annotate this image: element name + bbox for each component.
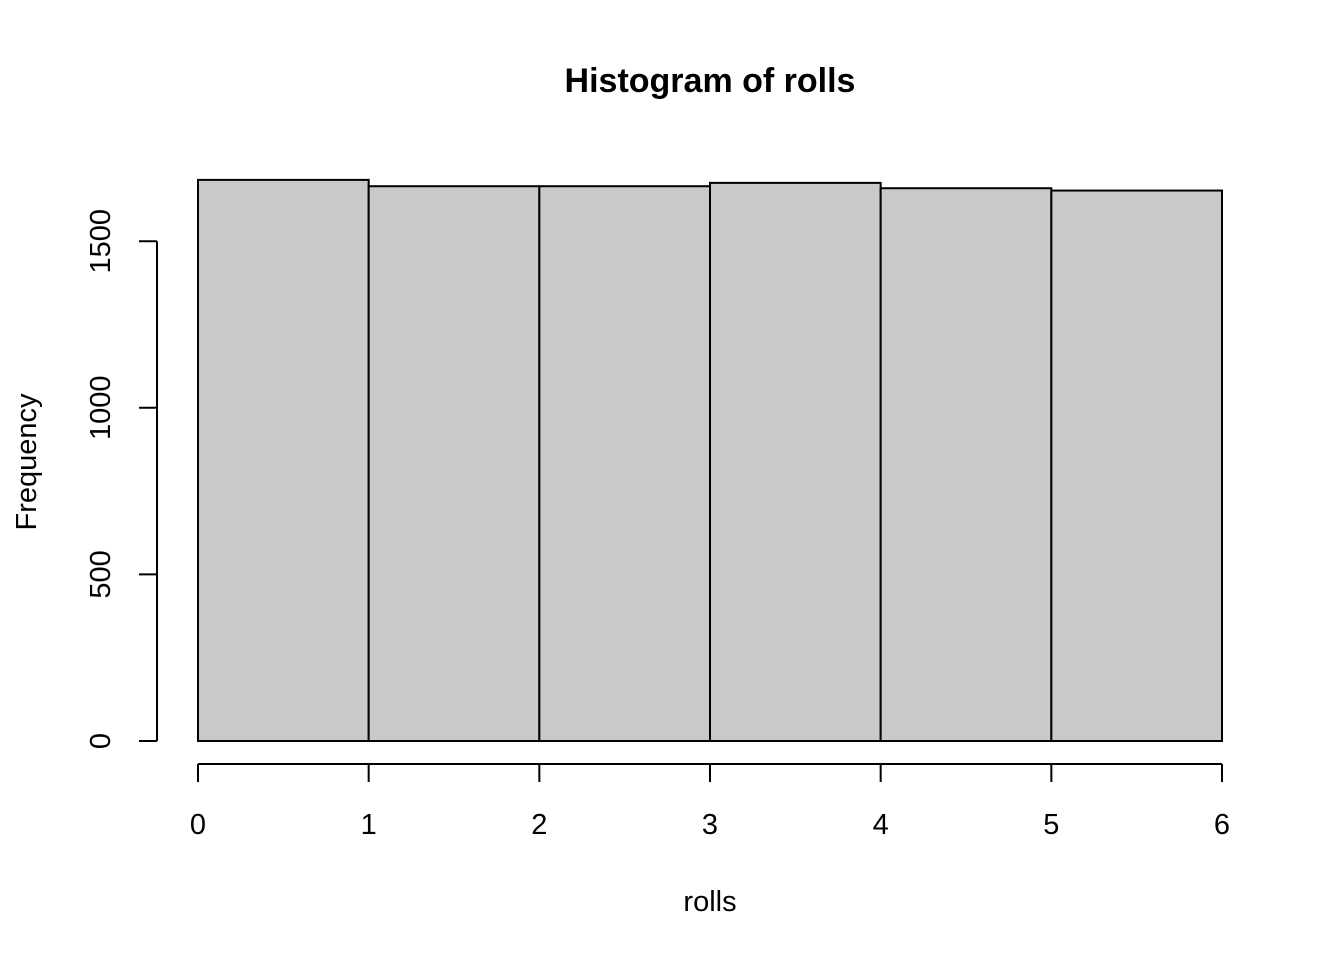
- y-tick-label: 0: [85, 733, 117, 749]
- y-tick-label: 1000: [85, 376, 117, 441]
- y-tick-label: 500: [85, 550, 117, 598]
- histogram-bar-1: [367, 185, 541, 743]
- histogram-bar-5: [1050, 189, 1224, 743]
- bars-group: [197, 178, 1224, 743]
- x-tick-label: 0: [190, 809, 206, 841]
- x-tick-label: 1: [361, 809, 377, 841]
- x-axis-label: rolls: [683, 886, 736, 918]
- x-tick-label: 6: [1214, 809, 1230, 841]
- x-tick-label: 5: [1043, 809, 1059, 841]
- histogram-bar-0: [197, 178, 370, 743]
- y-axis-label: Frequency: [11, 393, 43, 531]
- x-axis: 0 1 2 3 4 5 6: [190, 763, 1230, 841]
- histogram-bar-2: [538, 185, 711, 743]
- y-tick-label: 1500: [85, 209, 117, 274]
- x-tick-label: 2: [531, 809, 547, 841]
- histogram-bar-3: [709, 181, 882, 742]
- histogram-bar-4: [879, 187, 1053, 743]
- y-axis: 0 500 1000 1500: [85, 209, 158, 749]
- x-tick-label: 3: [702, 809, 718, 841]
- chart-title: Histogram of rolls: [565, 62, 856, 100]
- x-tick-label: 4: [873, 809, 889, 841]
